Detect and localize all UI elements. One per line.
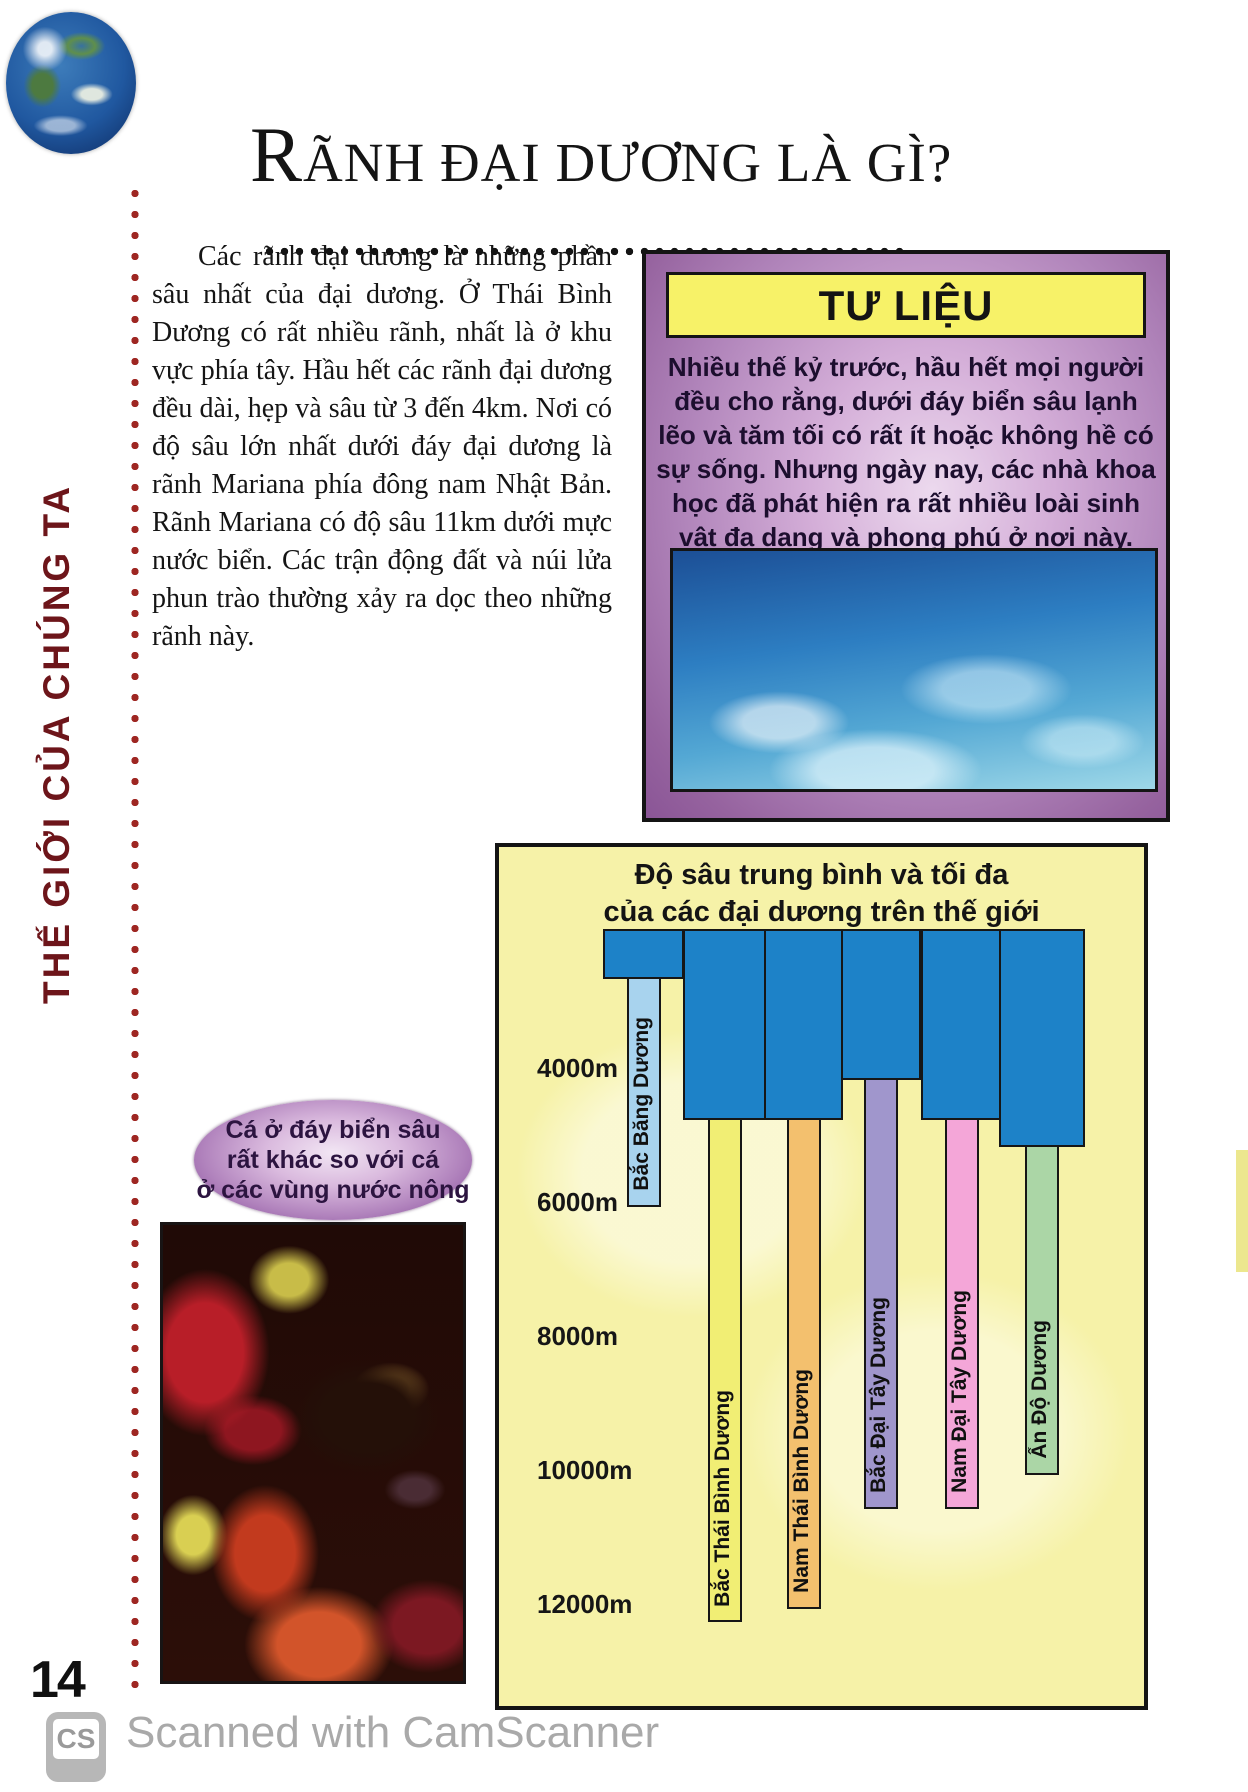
callout-line: Cá ở đáy biển sâu [225,1116,441,1144]
axis-tick-label: 6000m [537,1187,618,1217]
earth-globe-image [6,12,136,154]
avg-depth-bar [841,929,921,1080]
callout-line: rất khác so với cá [226,1146,440,1174]
axis-tick-label: 4000m [537,1053,618,1083]
sidebar-series-title: THẾ GIỚI CỦA CHÚNG TA [36,483,77,1004]
ocean-bar-label: Bắc Băng Dương [629,1017,653,1191]
title-dotted-underline [262,246,907,257]
chart-plot-area: 4000m 6000m 8000m 10000m 12000m Bắc Băng Dươn… [499,847,1144,1706]
callout-oval: Cá ở đáy biển sâu rất khác so với cá ở c… [194,1100,472,1220]
page-edge-artifact [1236,1150,1248,1272]
underwater-seafloor-photo [670,548,1158,792]
avg-depth-bar [999,929,1085,1147]
avg-depth-bar [603,929,684,980]
callout-line: ở các vùng nước nông [196,1176,470,1204]
ocean-depth-chart: Độ sâu trung bình và tối đa của các đại … [495,843,1148,1710]
ocean-bar-label: Bắc Đại Tây Dương [867,1296,890,1493]
coral-fish-photo [160,1222,466,1684]
axis-tick-label: 12000m [537,1589,633,1619]
page-title: RÃNH ĐẠI DƯƠNG LÀ GÌ? [250,111,953,198]
page-number: 14 [30,1651,86,1709]
avg-depth-bar [921,929,1002,1120]
camscanner-logo: CS [46,1712,106,1782]
axis-tick-label: 8000m [537,1321,618,1351]
axis-tick-label: 10000m [537,1455,633,1485]
intro-paragraph: Các rãnh đại dương là những phần sâu nhấ… [152,241,612,652]
fact-box-body-text: Nhiều thế kỷ trước, hầu hết mọi người đề… [656,352,1156,552]
avg-depth-bar [683,929,766,1120]
ocean-bar-label: Ấn Độ Dương [1028,1320,1051,1459]
fact-box-header: TƯ LIỆU [666,272,1146,338]
chart-title: Độ sâu trung bình và tối đa của các đại … [603,859,1040,928]
ocean-bar-label: Nam Đại Tây Dương [947,1289,971,1493]
camscanner-logo-label: CS [53,1719,99,1759]
ocean-bar-label: Nam Thái Bình Dương [789,1369,813,1593]
ocean-bar-label: Bắc Thái Bình Dương [710,1389,734,1607]
avg-depth-bar [764,929,843,1120]
fact-box: TƯ LIỆU Nhiều thế kỷ trước, hầu hết mọi … [642,250,1170,822]
camscanner-watermark: Scanned with CamScanner [126,1708,660,1757]
dotted-divider-line [130,183,140,1688]
